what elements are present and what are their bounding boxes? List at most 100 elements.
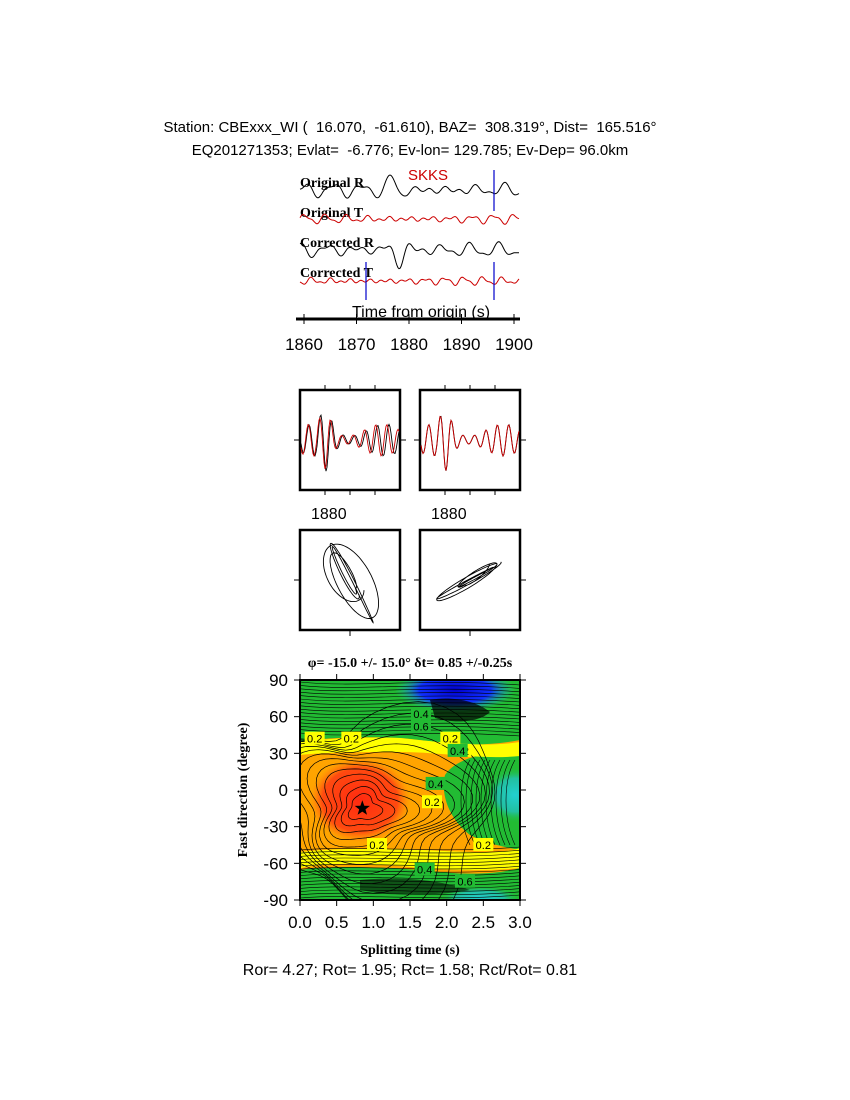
contour-label: 0.2 bbox=[443, 734, 458, 746]
contour-label: 0.2 bbox=[476, 840, 491, 852]
time-axis-ticks: 1860 1870 1880 1890 1900 bbox=[285, 314, 533, 354]
contour-line bbox=[300, 743, 481, 894]
contour-line bbox=[328, 773, 420, 840]
particle-motion-panels bbox=[294, 528, 526, 636]
contour-line bbox=[300, 872, 520, 876]
contour-line bbox=[500, 759, 511, 846]
waveform-tick-label-right: 1880 bbox=[431, 506, 467, 523]
contour-label: 0.6 bbox=[457, 877, 472, 889]
best-fit-star bbox=[354, 800, 370, 815]
contour-line bbox=[300, 734, 486, 900]
contour-line bbox=[323, 768, 433, 848]
grid-x-tick-label: 1.0 bbox=[362, 913, 386, 932]
waveform-tick-label-left: 1880 bbox=[311, 506, 347, 523]
waveform-left-slow bbox=[300, 416, 400, 469]
contour-label-bg bbox=[367, 838, 387, 851]
contour-line bbox=[300, 878, 520, 883]
contour-line bbox=[300, 862, 520, 867]
time-axis-tick-label: 1860 bbox=[285, 335, 323, 354]
grid-x-tick-label: 0.0 bbox=[288, 913, 312, 932]
grid-y-tick-label: 60 bbox=[269, 708, 288, 727]
trace-original-t bbox=[299, 213, 520, 225]
grid-search-title: φ= -15.0 +/- 15.0° δt= 0.85 +/-0.25s bbox=[308, 656, 513, 671]
contour-label-bg bbox=[440, 731, 461, 745]
contour-line bbox=[300, 691, 520, 696]
particle-motion-box-left bbox=[298, 528, 402, 632]
grid-x-axis-label: Splitting time (s) bbox=[360, 943, 460, 958]
time-axis-tick-label: 1890 bbox=[443, 335, 481, 354]
contour-line bbox=[300, 702, 520, 706]
contour-label-bg bbox=[455, 874, 475, 888]
contour-line bbox=[300, 891, 520, 896]
contour-label: 0.2 bbox=[307, 734, 322, 746]
contour-label-bg bbox=[447, 743, 468, 757]
contour-line bbox=[300, 859, 520, 864]
contour-label-bg bbox=[414, 862, 435, 876]
contour-line bbox=[300, 885, 520, 889]
contour-line bbox=[300, 869, 520, 873]
contour-label: 0.2 bbox=[424, 797, 439, 809]
time-axis-label: Time from origin (s) bbox=[352, 304, 490, 321]
grid-y-tick-label: -30 bbox=[263, 818, 288, 837]
contour-labels: 0.20.20.20.20.20.20.40.40.40.60.60.40.2 bbox=[304, 707, 494, 889]
time-axis-tick-label: 1870 bbox=[338, 335, 376, 354]
contour-label-bg bbox=[473, 838, 494, 851]
contour-line bbox=[300, 698, 520, 703]
contour-label-bg bbox=[411, 719, 431, 733]
contour-label: 0.2 bbox=[344, 734, 359, 746]
contour-line bbox=[495, 759, 506, 846]
grid-x-tick-label: 3.0 bbox=[508, 913, 532, 932]
trace-label-original-t: Original T bbox=[300, 206, 364, 221]
particle-motion-ticks bbox=[294, 579, 526, 636]
contour-line bbox=[306, 758, 455, 865]
contour-label-bg bbox=[425, 776, 446, 790]
contour-line bbox=[490, 759, 501, 846]
contour-line bbox=[300, 712, 520, 716]
contour-label-bg bbox=[422, 795, 442, 809]
contour-line bbox=[300, 695, 520, 699]
contour-line bbox=[300, 719, 520, 723]
contour-label: 0.6 bbox=[413, 721, 428, 733]
contour-line bbox=[475, 759, 486, 846]
station-header: Station: CBExxx_WI ( 16.070, -61.610), B… bbox=[163, 119, 657, 136]
contour-line bbox=[300, 685, 520, 689]
phase-label: SKKS bbox=[408, 167, 448, 184]
contour-line bbox=[300, 705, 520, 710]
trace-corrected-r bbox=[299, 241, 520, 270]
grid-y-axis-label: Fast direction (degree) bbox=[236, 722, 251, 857]
contour-line bbox=[480, 759, 491, 846]
grid-x-tick-label: 1.5 bbox=[398, 913, 422, 932]
waveform-right-slow bbox=[420, 415, 520, 471]
grid-y-tick-label: 30 bbox=[269, 744, 288, 763]
ratio-summary: Ror= 4.27; Rot= 1.95; Rct= 1.58; Rct/Rot… bbox=[242, 962, 578, 979]
grid-x-tick-label: 0.5 bbox=[325, 913, 349, 932]
contour-line bbox=[300, 729, 520, 733]
contour-label: 0.4 bbox=[450, 746, 465, 758]
contour-line bbox=[300, 849, 520, 854]
grid-y-tick-label: 90 bbox=[269, 671, 288, 690]
trace-label-corrected-t: Corrected T bbox=[300, 266, 374, 281]
contour-line bbox=[300, 875, 520, 880]
contour-line bbox=[334, 779, 408, 833]
grid-search-plot: φ= -15.0 +/- 15.0° δt= 0.85 +/-0.25s bbox=[236, 656, 532, 958]
contour-line bbox=[460, 759, 471, 846]
contour-line bbox=[300, 708, 520, 713]
contour-line bbox=[300, 681, 520, 686]
contour-line bbox=[300, 881, 520, 886]
contour-line bbox=[470, 759, 481, 846]
event-header: EQ201271353; Evlat= -6.776; Ev-lon= 129.… bbox=[191, 142, 629, 159]
contour-line bbox=[300, 725, 520, 730]
grid-x-ticks: 0.0 0.5 1.0 1.5 2.0 2.5 3.0 bbox=[288, 674, 532, 932]
grid-y-tick-label: -60 bbox=[263, 854, 288, 873]
contour-label: 0.4 bbox=[428, 779, 443, 791]
grid-y-tick-label: -90 bbox=[263, 891, 288, 910]
contour-line bbox=[347, 793, 384, 820]
contour-label-bg bbox=[341, 731, 362, 745]
time-axis-tick-label: 1900 bbox=[495, 335, 533, 354]
time-axis-tick-label: 1880 bbox=[390, 335, 428, 354]
contour-label: 0.4 bbox=[413, 709, 428, 721]
waveform-box-right bbox=[418, 388, 522, 492]
contour-line bbox=[300, 853, 520, 857]
contour-line bbox=[300, 856, 520, 860]
